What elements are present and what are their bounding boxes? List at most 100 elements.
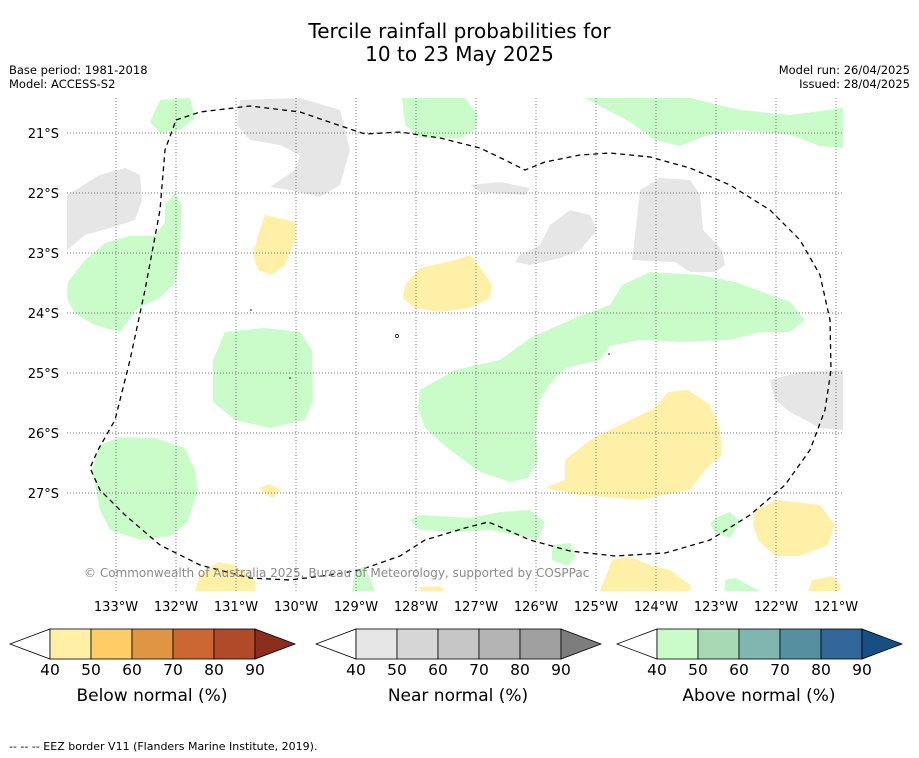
above-normal-region — [402, 98, 478, 138]
below-normal-region — [253, 215, 295, 275]
below-normal-region — [753, 500, 835, 556]
x-tick-label: 129°W — [334, 600, 378, 615]
x-tick-label: 122°W — [754, 600, 798, 615]
x-tick-label: 121°W — [814, 600, 858, 615]
colorbar-tick-label: 80 — [204, 661, 224, 679]
colorbar-tick-label: 70 — [469, 661, 489, 679]
near-normal-region — [237, 98, 350, 197]
y-tick-label: 22°S — [28, 187, 59, 202]
colorbar-tick-label: 90 — [551, 661, 571, 679]
x-tick-label: 130°W — [274, 600, 318, 615]
x-axis-labels: 133°W 132°W 131°W 130°W 129°W 128°W 127°W 126°W… — [94, 600, 858, 615]
near-normal-region — [770, 370, 843, 430]
colorbar-tick-label: 60 — [122, 661, 142, 679]
above-normal-region — [213, 328, 313, 428]
y-tick-label: 21°S — [28, 127, 59, 142]
probability-map: 133°W 132°W 131°W 130°W 129°W 128°W 127°W 126°W… — [28, 98, 858, 615]
below-normal-region — [545, 390, 722, 500]
colorbar-extend-low — [8, 628, 51, 660]
x-tick-label: 125°W — [574, 600, 618, 615]
near-normal-label: Near normal (%) — [387, 686, 529, 706]
near-normal-region — [632, 178, 725, 272]
colorbar-segment — [697, 628, 740, 660]
colorbar-extend-low — [314, 628, 357, 660]
near-normal-region — [515, 210, 597, 265]
colorbar — [8, 628, 297, 660]
x-tick-label: 132°W — [154, 600, 198, 615]
x-tick-label: 123°W — [694, 600, 738, 615]
above-normal-region — [585, 98, 843, 148]
meta-left: Base period: 1981-2018 Model: ACCESS-S2 — [9, 63, 148, 91]
colorbar — [314, 628, 603, 660]
above-normal-label: Above normal (%) — [682, 686, 836, 706]
colorbar-tick-label: 40 — [40, 661, 60, 679]
above-normal-region — [725, 578, 760, 591]
x-tick-label: 128°W — [394, 600, 438, 615]
colorbar-tick-label: 50 — [387, 661, 407, 679]
colorbar-tick-label: 60 — [428, 661, 448, 679]
below-normal-region — [258, 484, 281, 498]
x-tick-label: 127°W — [454, 600, 498, 615]
colorbar — [615, 628, 904, 660]
eez-footnote: -- -- -- EEZ border V11 (Flanders Marine… — [9, 740, 318, 753]
y-tick-label: 25°S — [28, 367, 59, 382]
colorbar-segment — [90, 628, 133, 660]
y-tick-label: 27°S — [28, 487, 59, 502]
y-tick-label: 23°S — [28, 247, 59, 262]
colorbar-segment — [172, 628, 215, 660]
graticule — [67, 98, 843, 591]
copyright-notice: © Commonwealth of Australia 2025, Bureau… — [84, 566, 590, 580]
colorbar-segment — [738, 628, 781, 660]
x-tick-label: 126°W — [514, 600, 558, 615]
above-normal-region — [67, 193, 182, 332]
colorbar-extend-high — [254, 628, 297, 660]
model-name: Model: ACCESS-S2 — [9, 77, 116, 91]
below-normal-region — [195, 562, 255, 591]
colorbar-tick-label: 90 — [852, 661, 872, 679]
x-tick-label: 124°W — [634, 600, 678, 615]
colorbar-tick-label: 90 — [245, 661, 265, 679]
x-tick-label: 133°W — [94, 600, 138, 615]
above-normal-region — [92, 437, 198, 540]
colorbar-segment — [478, 628, 521, 660]
above-normal-region — [710, 512, 740, 538]
colorbar-segment — [519, 628, 562, 660]
colorbar-extend-high — [560, 628, 603, 660]
island-marker — [395, 334, 399, 338]
above-normal-region — [352, 566, 375, 591]
colorbar-segment — [656, 628, 699, 660]
eez-border — [89, 105, 832, 581]
meta-right: Model run: 26/04/2025 Issued: 28/04/2025 — [779, 63, 910, 91]
colorbar-segment — [396, 628, 439, 660]
above-normal-region — [150, 98, 195, 133]
near-normal-region — [470, 182, 530, 195]
map-area — [67, 98, 843, 591]
colorbars — [8, 628, 904, 660]
island-marker — [289, 377, 291, 379]
island-marker — [250, 309, 252, 311]
colorbar-extend-low — [615, 628, 658, 660]
colorbar-segment — [213, 628, 256, 660]
below-normal-region — [808, 576, 840, 591]
below-normal-region — [600, 557, 690, 591]
colorbar-tick-label: 80 — [811, 661, 831, 679]
issued-date: Issued: 28/04/2025 — [799, 77, 910, 91]
colorbar-segment — [437, 628, 480, 660]
above-normal-region — [552, 543, 576, 566]
island-marker — [608, 353, 610, 355]
colorbar-tick-label: 50 — [81, 661, 101, 679]
colorbar-segment — [779, 628, 822, 660]
base-period: Base period: 1981-2018 — [9, 63, 148, 77]
y-tick-label: 26°S — [28, 427, 59, 442]
colorbar-tick-label: 40 — [647, 661, 667, 679]
colorbar-tick-label: 50 — [688, 661, 708, 679]
above-normal-region — [410, 510, 545, 540]
map-title-line1: Tercile rainfall probabilities for — [308, 19, 611, 43]
near-normal-region — [67, 168, 142, 250]
colorbar-tick-label: 80 — [510, 661, 530, 679]
map-title-line2: 10 to 23 May 2025 — [365, 42, 554, 66]
below-normal-region — [403, 255, 492, 312]
colorbar-tick-label: 60 — [729, 661, 749, 679]
colorbar-segment — [820, 628, 863, 660]
above-normal-region — [418, 272, 805, 482]
